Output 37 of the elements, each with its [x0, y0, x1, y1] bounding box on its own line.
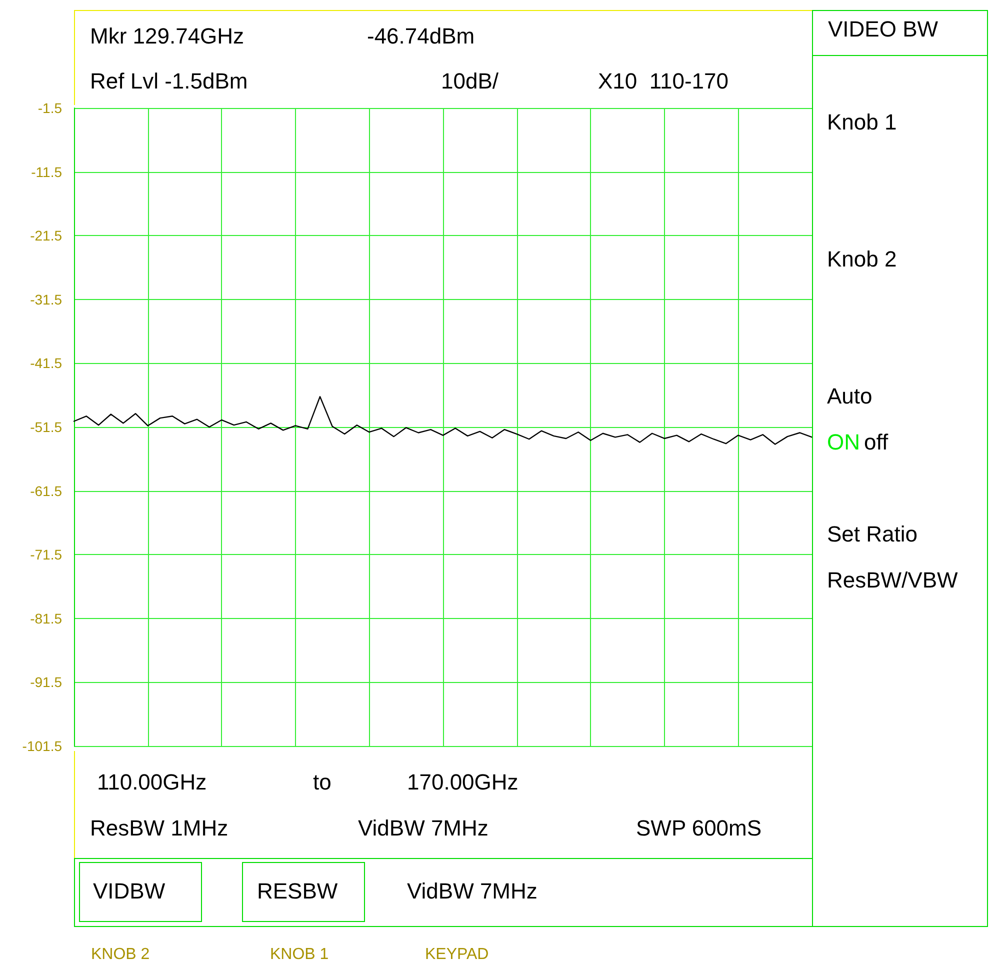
y-tick-label: -51.5 — [30, 419, 62, 435]
text: Knob 1 — [827, 109, 897, 134]
text: KNOB 2 — [91, 946, 150, 963]
text: VIDBW — [93, 878, 166, 904]
y-tick-label: -1.5 — [38, 100, 62, 116]
text: ResBW/VBW — [827, 567, 958, 592]
text: Set Ratio — [827, 521, 918, 546]
y-tick-label: -91.5 — [30, 674, 62, 690]
y-tick-label: -101.5 — [22, 738, 62, 754]
text: KNOB 1 — [270, 946, 329, 963]
text: to — [313, 769, 332, 794]
text: ON — [827, 429, 860, 454]
text: VIDEO BW — [828, 16, 938, 42]
text: 110.00GHz — [97, 769, 207, 794]
text: Auto — [827, 383, 872, 408]
y-tick-label: -21.5 — [30, 228, 62, 244]
y-tick-label: -71.5 — [30, 546, 62, 563]
text: 10dB/ — [441, 68, 500, 94]
line-series — [73, 396, 813, 445]
text: Mkr 129.74GHz — [90, 23, 244, 48]
y-tick-label: -61.5 — [30, 482, 62, 499]
text: off — [864, 429, 889, 454]
text: 170.00GHz — [407, 769, 518, 794]
y-tick-label: -11.5 — [31, 164, 62, 180]
text: SWP 600mS — [636, 815, 762, 840]
text: Ref Lvl -1.5dBm — [90, 68, 248, 94]
text: -46.74dBm — [367, 23, 475, 48]
text: VidBW 7MHz — [358, 815, 488, 840]
y-tick-label: -31.5 — [30, 291, 62, 308]
y-tick-label: -81.5 — [30, 610, 62, 626]
text: KEYPAD — [425, 946, 489, 963]
text: Knob 2 — [827, 246, 897, 272]
y-tick-label: -41.5 — [30, 355, 62, 372]
text: RESBW — [257, 878, 338, 904]
text: VidBW 7MHz — [407, 878, 538, 904]
text: X10 110-170 — [598, 68, 728, 94]
text: ResBW 1MHz — [90, 815, 228, 840]
